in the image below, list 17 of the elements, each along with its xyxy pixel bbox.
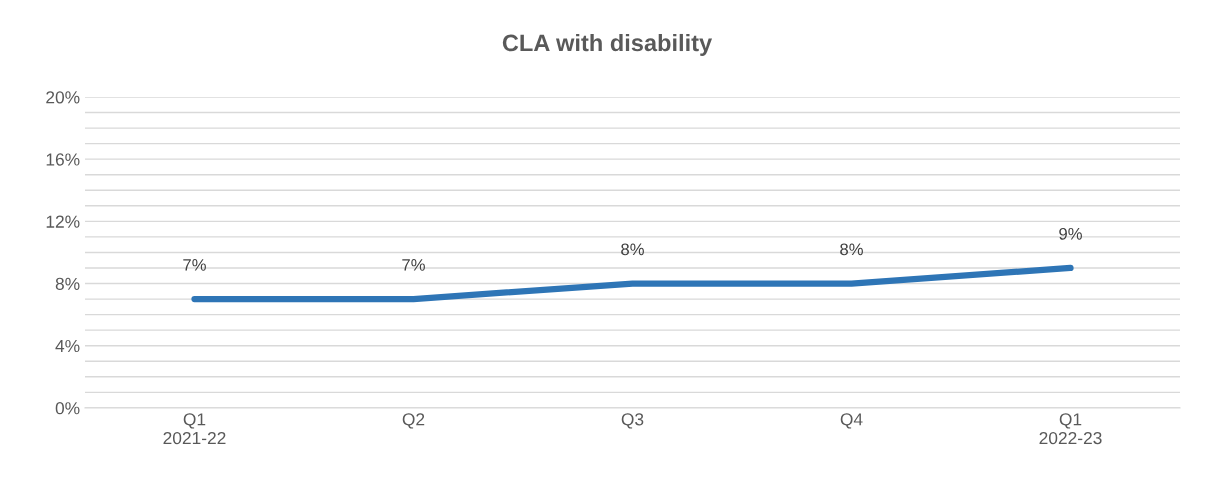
x-tick-label: Q1 2022-23	[1039, 413, 1102, 445]
x-tick-label: Q3	[621, 413, 644, 429]
x-tick-label: Q2	[402, 413, 425, 429]
data-label: 8%	[840, 243, 863, 256]
y-tick-label: 20%	[46, 91, 80, 104]
chart-title: CLA with disability	[502, 33, 713, 56]
x-tick-label: Q1 2021-22	[163, 413, 226, 445]
data-label: 9%	[1059, 227, 1082, 240]
y-tick-label: 0%	[55, 402, 80, 415]
y-tick-label: 4%	[55, 339, 80, 353]
data-label: 7%	[183, 259, 206, 271]
y-tick-label: 12%	[46, 215, 80, 228]
y-tick-label: 8%	[55, 277, 80, 290]
x-tick-label: Q4	[840, 413, 863, 429]
y-tick-label: 16%	[46, 153, 80, 166]
data-label: 7%	[402, 259, 425, 271]
data-label: 8%	[621, 243, 644, 256]
